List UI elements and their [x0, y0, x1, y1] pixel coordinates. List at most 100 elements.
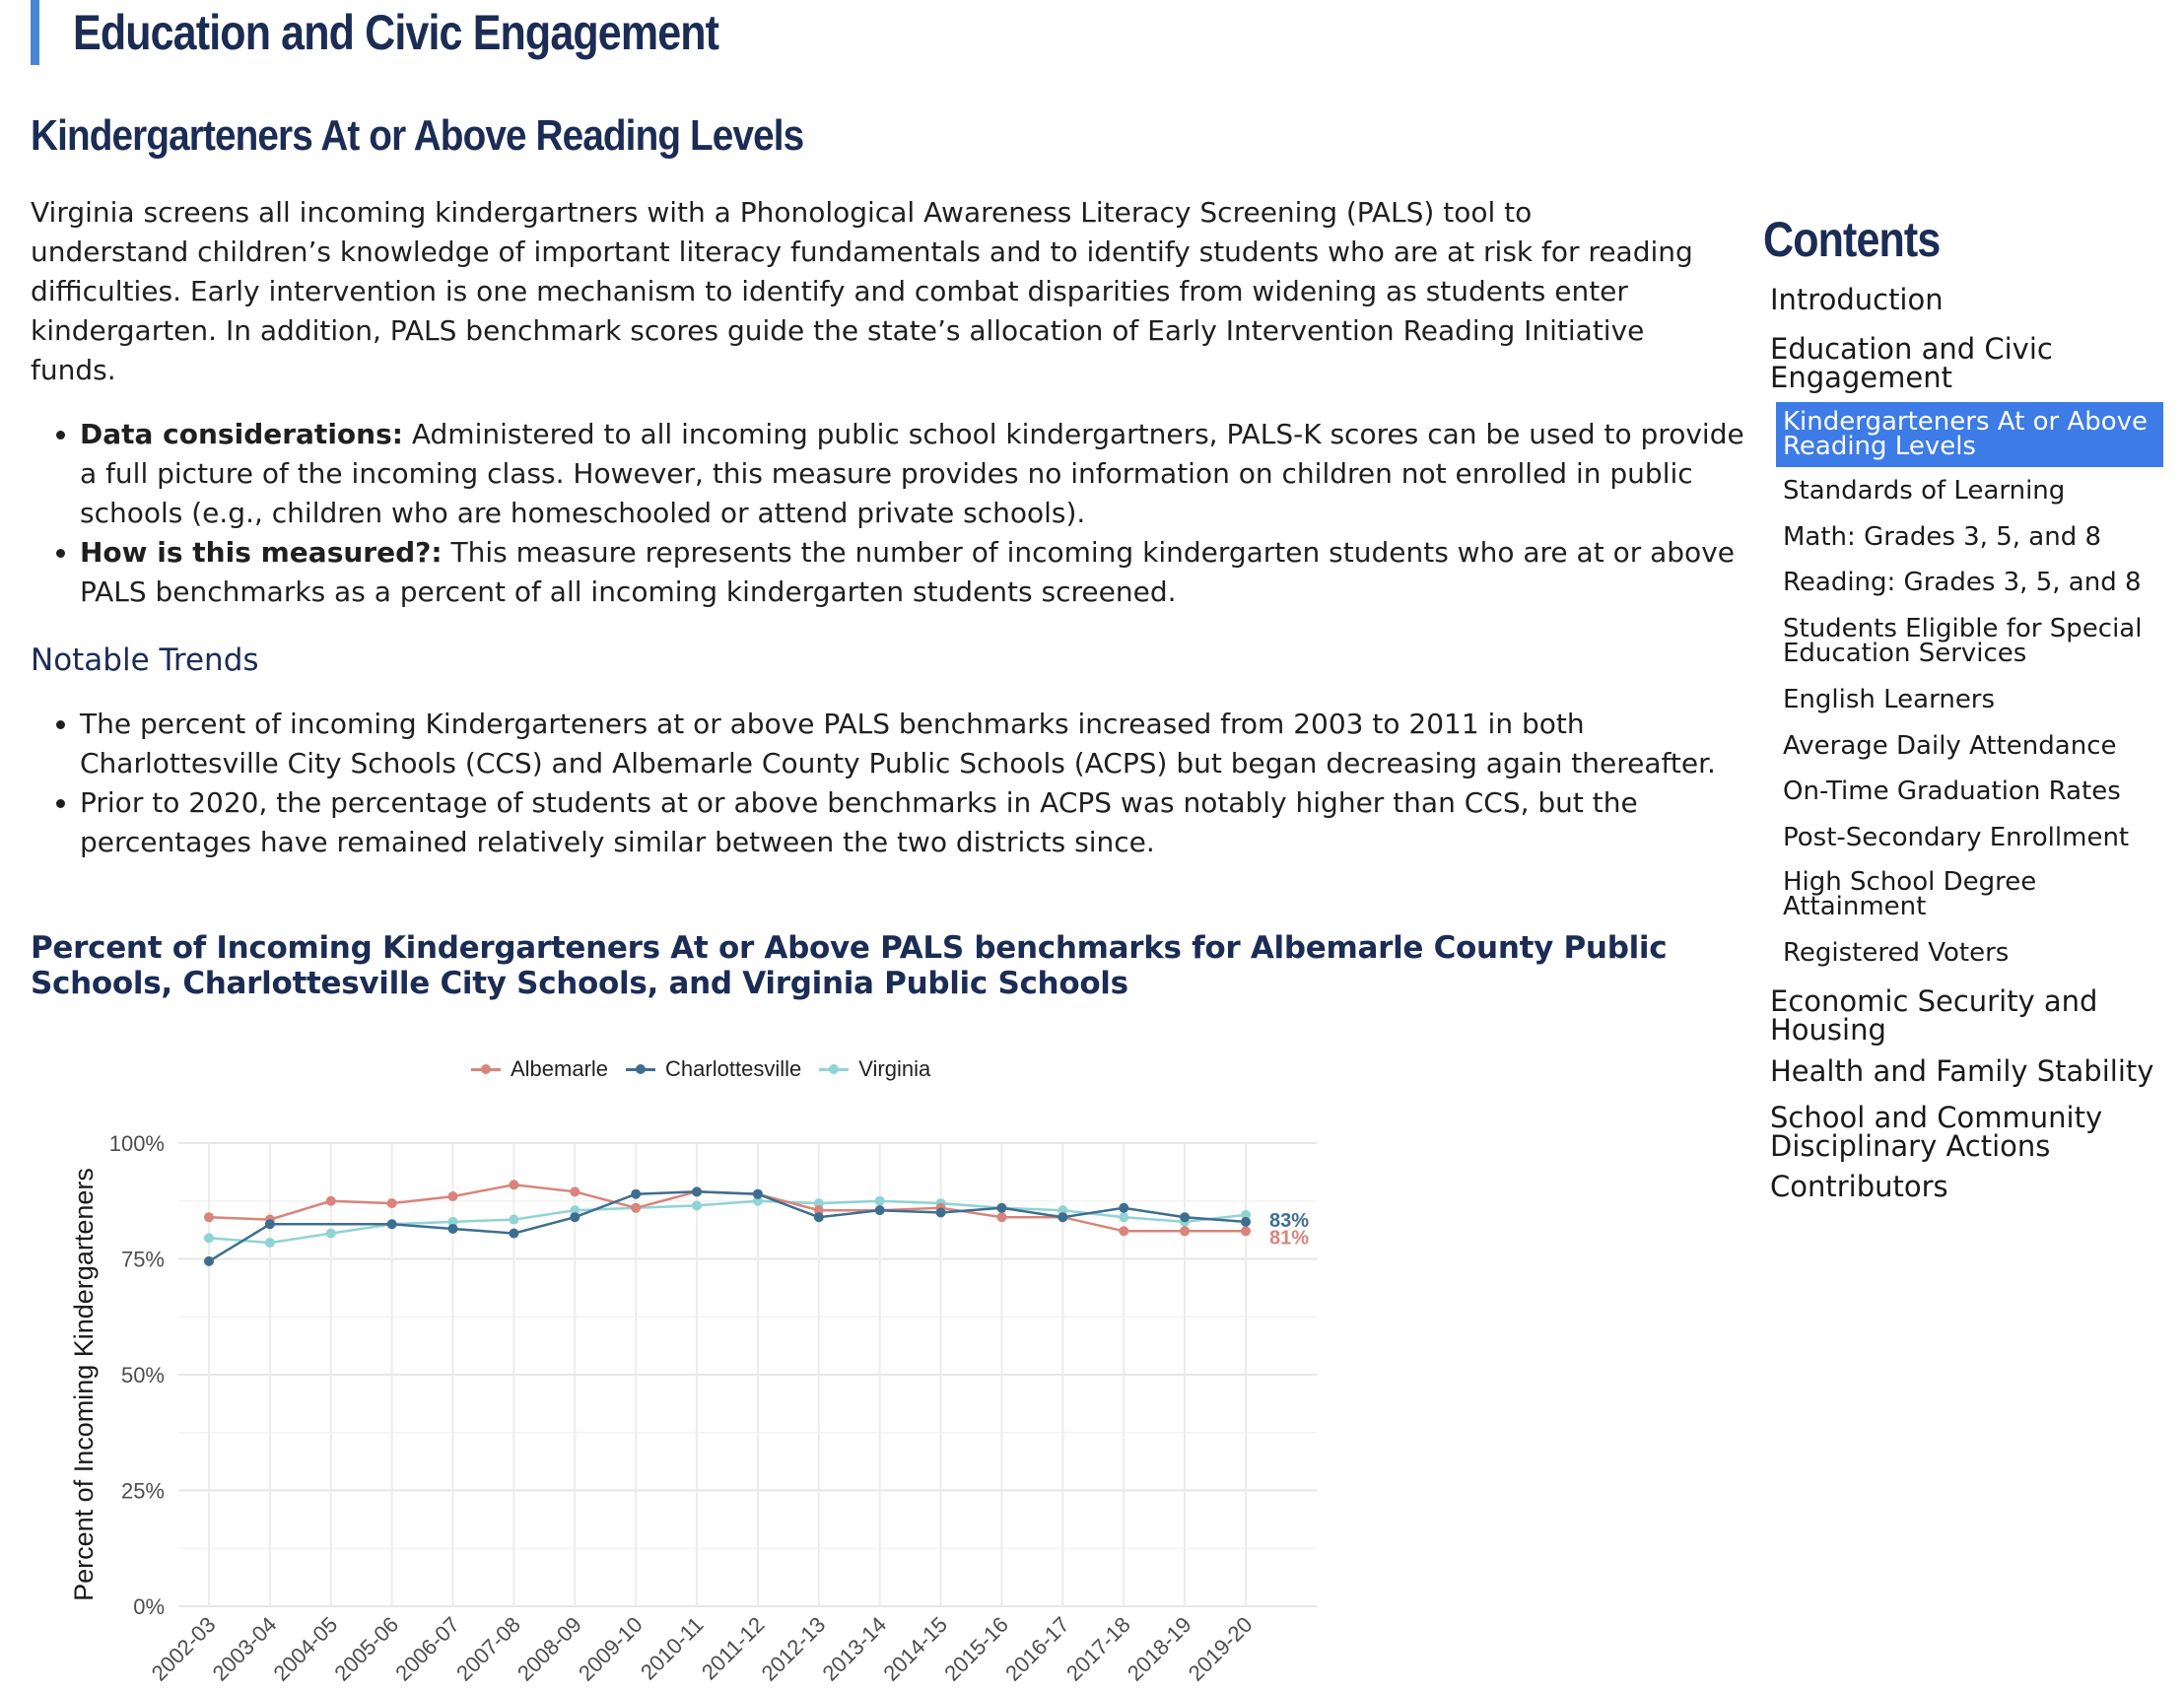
- legend-swatch: [626, 1063, 656, 1074]
- x-tick-label: 2013-14: [817, 1612, 891, 1686]
- legend-label: Charlottesville: [665, 1056, 802, 1081]
- data-point: [204, 1212, 214, 1223]
- x-tick-label: 2005-06: [329, 1612, 403, 1686]
- data-point: [996, 1212, 1007, 1223]
- data-point: [325, 1195, 336, 1206]
- x-tick-label: 2003-04: [208, 1612, 282, 1686]
- x-tick-label: 2004-05: [269, 1612, 343, 1686]
- chart-legend: Albemarle Charlottesville Virginia: [471, 1054, 930, 1084]
- bullet-label: How is this measured?:: [80, 536, 443, 569]
- y-tick-label: 50%: [121, 1363, 165, 1387]
- list-item: The percent of incoming Kindergarteners …: [80, 705, 1745, 783]
- legend-item-albemarle: Albemarle: [471, 1056, 608, 1082]
- data-point: [631, 1188, 642, 1199]
- table-of-contents: Contents Introduction Education and Civic…: [1763, 207, 2177, 1201]
- toc-item[interactable]: Health and Family Stability: [1770, 1054, 2154, 1088]
- toc-item[interactable]: Average Daily Attendance: [1783, 731, 2117, 761]
- data-point: [509, 1214, 519, 1225]
- data-point: [935, 1207, 946, 1218]
- data-point: [1241, 1226, 1251, 1237]
- legend-swatch: [471, 1063, 501, 1074]
- chart-heading: Percent of Incoming Kindergarteners At o…: [31, 930, 1668, 1001]
- x-tick-label: 2010-11: [636, 1612, 709, 1685]
- legend-item-charlottesville: Charlottesville: [626, 1056, 801, 1082]
- data-point: [692, 1200, 703, 1211]
- x-tick-label: 2011-12: [697, 1612, 770, 1685]
- legend-item-virginia: Virginia: [819, 1056, 930, 1082]
- data-point: [752, 1188, 763, 1199]
- x-tick-label: 2016-17: [1000, 1612, 1074, 1686]
- toc-item[interactable]: Math: Grades 3, 5, and 8: [1783, 522, 2102, 552]
- toc-item[interactable]: Education and Civic Engagement: [1770, 332, 2053, 394]
- data-point: [813, 1205, 824, 1216]
- legend-label: Virginia: [858, 1056, 931, 1081]
- list-item: Data considerations: Administered to all…: [80, 415, 1745, 533]
- page-title: Kindergarteners At or Above Reading Leve…: [31, 111, 804, 160]
- y-tick-label: 100%: [109, 1131, 165, 1156]
- x-tick-label: 2014-15: [878, 1612, 952, 1686]
- y-axis-label: Percent of Incoming Kindergarteners: [69, 1168, 99, 1601]
- data-point: [570, 1212, 580, 1223]
- end-label: 83%: [1269, 1210, 1309, 1232]
- y-tick-label: 75%: [121, 1248, 165, 1272]
- x-tick-label: 2002-03: [147, 1612, 221, 1686]
- list-item: Prior to 2020, the percentage of student…: [80, 783, 1745, 862]
- section-header: Education and Civic Engagement: [31, 0, 824, 65]
- data-point: [447, 1223, 458, 1234]
- y-tick-label: 0%: [133, 1594, 165, 1619]
- data-point: [447, 1191, 458, 1202]
- x-tick-label: 2007-08: [451, 1612, 525, 1686]
- x-tick-label: 2019-20: [1184, 1612, 1258, 1686]
- data-point: [447, 1216, 458, 1227]
- data-point: [874, 1205, 885, 1216]
- toc-item[interactable]: Students Eligible for Special Education …: [1783, 614, 2143, 668]
- data-point: [692, 1186, 703, 1197]
- x-tick-label: 2009-10: [574, 1612, 648, 1686]
- chart-plot: 0% 25% 50% 75% 100% 2002-032003-042004-052005…: [69, 1131, 1317, 1686]
- toc-item[interactable]: High School Degree Attainment: [1783, 867, 2037, 921]
- data-point: [1119, 1202, 1129, 1213]
- data-point: [813, 1212, 824, 1223]
- toc-item[interactable]: Introduction: [1770, 283, 1944, 316]
- data-point: [264, 1238, 275, 1249]
- data-point: [204, 1255, 214, 1266]
- toc-item[interactable]: Reading: Grades 3, 5, and 8: [1783, 568, 2142, 597]
- bullet-text: Administered to all incoming public scho…: [80, 418, 1744, 529]
- data-point: [1241, 1209, 1251, 1220]
- toc-item[interactable]: On-Time Graduation Rates: [1783, 777, 2121, 806]
- data-point: [509, 1228, 519, 1239]
- toc-item[interactable]: English Learners: [1783, 685, 1996, 714]
- toc-item[interactable]: Contributors: [1770, 1170, 1948, 1203]
- toc-item[interactable]: Registered Voters: [1783, 938, 2010, 968]
- toc-item[interactable]: Standards of Learning: [1783, 476, 2066, 506]
- data-point: [1058, 1205, 1068, 1216]
- bullet-label: Data considerations:: [80, 418, 403, 450]
- x-tick-label: 2018-19: [1123, 1612, 1196, 1686]
- legend-swatch: [819, 1063, 850, 1074]
- bullet-text: This measure represents the number of in…: [80, 536, 1735, 608]
- data-point: [1119, 1226, 1129, 1237]
- data-point: [204, 1233, 214, 1244]
- end-label: 81%: [1269, 1227, 1309, 1249]
- legend-label: Albemarle: [511, 1056, 609, 1081]
- data-point: [874, 1195, 885, 1206]
- intro-paragraph: Virginia screens all incoming kindergart…: [31, 196, 1693, 386]
- x-tick-label: 2015-16: [939, 1612, 1013, 1686]
- toc-title: Contents: [1763, 212, 1941, 267]
- line-chart: Albemarle Charlottesville Virginia 0% 25%…: [31, 1035, 1331, 1691]
- x-tick-label: 2006-07: [390, 1612, 464, 1686]
- data-point: [1180, 1226, 1191, 1237]
- x-tick-label: 2008-09: [512, 1612, 586, 1686]
- toc-item[interactable]: Post-Secondary Enrollment: [1783, 823, 2130, 852]
- data-point: [1058, 1212, 1068, 1223]
- y-tick-label: 25%: [121, 1479, 165, 1504]
- data-point: [325, 1228, 336, 1239]
- toc-item[interactable]: Kindergarteners At or Above Reading Leve…: [1776, 402, 2163, 467]
- trends-list: The percent of incoming Kindergarteners …: [31, 705, 1745, 862]
- data-point: [570, 1205, 580, 1216]
- x-tick-label: 2017-18: [1061, 1612, 1135, 1686]
- toc-item[interactable]: Economic Security and Housing: [1770, 984, 2098, 1047]
- data-point: [264, 1219, 275, 1230]
- toc-item[interactable]: School and Community Disciplinary Action…: [1770, 1101, 2103, 1163]
- section-title: Education and Civic Engagement: [73, 5, 719, 60]
